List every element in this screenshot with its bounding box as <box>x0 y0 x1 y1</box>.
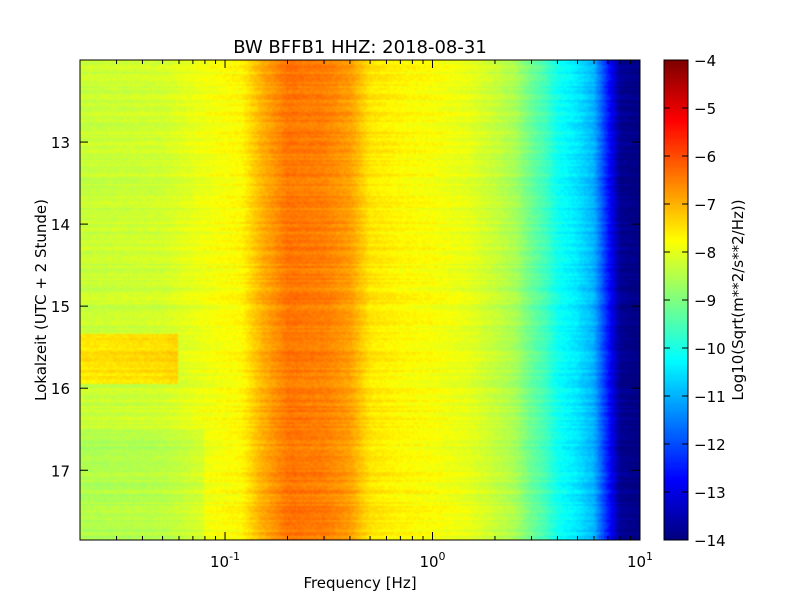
x-tick-label: 101 <box>627 550 653 571</box>
x-tick-label: 100 <box>419 550 445 571</box>
colorbar-tick-label: −9 <box>694 292 716 310</box>
colorbar-tick-label: −4 <box>694 52 716 70</box>
colorbar-label: Log10(Sqrt(m**2/s**2/Hz)) <box>729 199 747 400</box>
colorbar-tick-label: −10 <box>694 340 726 358</box>
x-axis: 10-1 100 101 <box>79 60 653 571</box>
y-tick-label: 14 <box>51 216 70 234</box>
colorbar-tick-label: −14 <box>694 532 726 550</box>
x-axis-label: Frequency [Hz] <box>303 574 416 592</box>
colorbar-tick-label: −5 <box>694 100 716 118</box>
y-tick-label: 13 <box>51 134 70 152</box>
y-tick-label: 15 <box>51 298 70 316</box>
x-tick-label: 10-1 <box>210 550 240 571</box>
y-tick-label: 17 <box>51 462 70 480</box>
colorbar-ticks: −4 −5 −6 −7 −8 −9 −10 −11 −12 −13 −14 <box>664 52 726 550</box>
spectrogram-heatmap <box>80 60 640 540</box>
colorbar-tick-label: −7 <box>694 196 716 214</box>
plot-frame <box>79 59 641 541</box>
heatmap-plot-area <box>79 59 641 541</box>
chart-title: BW BFFB1 HHZ: 2018-08-31 <box>233 37 487 58</box>
colorbar: −4 −5 −6 −7 −8 −9 −10 −11 −12 −13 −14 Log10(Sqrt(m… <box>663 52 747 550</box>
colorbar-tick-label: −12 <box>694 436 726 454</box>
y-axis: 13 14 15 16 17 <box>51 134 640 480</box>
colorbar-tick-label: −6 <box>694 148 716 166</box>
y-axis-label: Lokalzeit (UTC + 2 Stunde) <box>32 199 50 401</box>
colorbar-tick-label: −8 <box>694 244 716 262</box>
colorbar-tick-label: −11 <box>694 388 726 406</box>
y-tick-label: 16 <box>51 380 70 398</box>
colorbar-tick-label: −13 <box>694 484 726 502</box>
